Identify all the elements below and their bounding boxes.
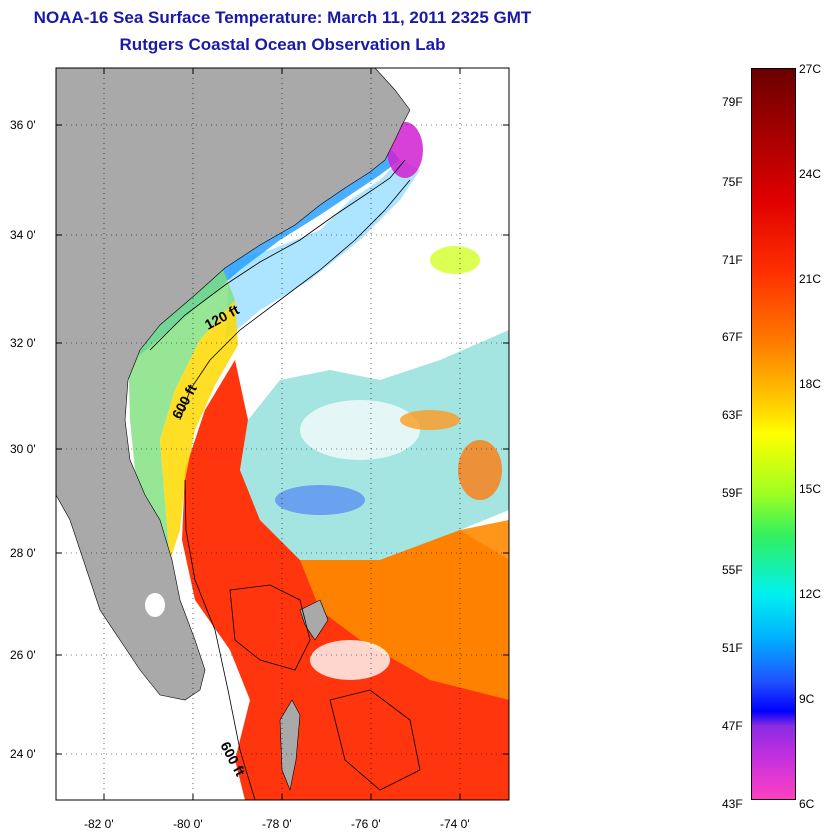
- cloud-patch: [310, 640, 390, 680]
- colorbar-f-label: 55F: [722, 563, 743, 577]
- map-subtitle: Rutgers Coastal Ocean Observation Lab: [119, 35, 446, 54]
- lake-okeechobee: [145, 593, 165, 617]
- colorbar-f-label: 75F: [722, 175, 743, 189]
- colorbar-f-label: 63F: [722, 408, 743, 422]
- colorbar-c-label: 9C: [799, 692, 815, 706]
- colorbar-c-label: 18C: [799, 377, 822, 391]
- lon-label: -80 0': [173, 817, 203, 831]
- lat-label: 30 0': [10, 442, 36, 456]
- lat-label: 26 0': [10, 648, 36, 662]
- contour-bank: [229, 584, 311, 671]
- shelf-yellow-band: [160, 300, 238, 560]
- gridlines: [56, 68, 509, 800]
- lat-label: 36 0': [10, 118, 36, 132]
- eddy: [430, 246, 480, 274]
- colorbar-c-label: 24C: [799, 167, 822, 181]
- colorbar-f-label: 67F: [722, 330, 743, 344]
- colorbar-f-label: 47F: [722, 719, 743, 733]
- bahamas-islands: [279, 699, 301, 792]
- lat-label: 24 0': [10, 747, 36, 761]
- contour-120ft: [149, 159, 406, 351]
- shelf-green-band: [128, 262, 235, 560]
- cloud-patch: [430, 90, 509, 190]
- map-ticks: [56, 68, 509, 800]
- cloud-patch: [350, 260, 490, 340]
- us-landmass: [56, 68, 411, 701]
- colorbar-c-label: 21C: [799, 272, 822, 286]
- eddy: [400, 410, 460, 430]
- lat-label: 32 0': [10, 336, 36, 350]
- bahamas-islands: [299, 599, 329, 641]
- colorbar-c-label: 15C: [799, 482, 822, 496]
- cloud-patch: [300, 400, 420, 460]
- lon-label: -76 0': [351, 817, 381, 831]
- midshelf-band: [225, 160, 420, 340]
- colorbar-f-label: 51F: [722, 641, 743, 655]
- colorbar-f-label: 59F: [722, 486, 743, 500]
- lon-label: -74 0': [440, 817, 470, 831]
- map-content: [56, 68, 509, 800]
- contour-600ft: [184, 479, 256, 800]
- contour-600ft: [179, 179, 411, 421]
- lon-label: -82 0': [84, 817, 114, 831]
- contour-bank: [329, 689, 421, 791]
- temperature-colorbar: [751, 68, 796, 800]
- lat-label: 34 0': [10, 228, 36, 242]
- colorbar-f-label: 71F: [722, 253, 743, 267]
- lon-label: -78 0': [262, 817, 292, 831]
- colorbar-c-label: 27C: [799, 62, 822, 76]
- map-title: NOAA-16 Sea Surface Temperature: March 1…: [33, 8, 532, 27]
- colorbar-f-label: 43F: [722, 797, 743, 811]
- colorbar-c-label: 6C: [799, 797, 815, 811]
- lat-label: 28 0': [10, 546, 36, 560]
- colorbar-c-label: 12C: [799, 587, 822, 601]
- colorbar-f-label: 79F: [722, 95, 743, 109]
- eddy: [275, 485, 365, 515]
- eddy: [458, 440, 502, 500]
